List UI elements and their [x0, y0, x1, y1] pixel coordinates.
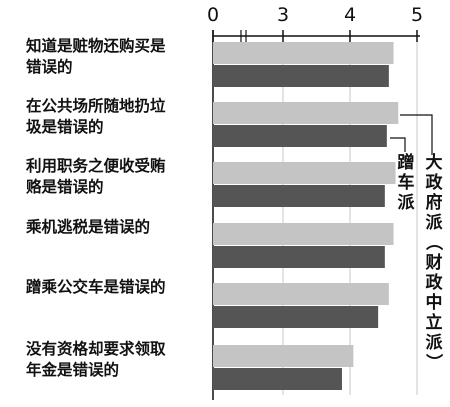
legend-label-free-rider: 蹭	[398, 152, 415, 173]
bar-big-government	[213, 102, 399, 124]
bar-big-government	[213, 223, 394, 245]
legend-label-big-government: 派	[426, 213, 444, 233]
bar-free-rider	[213, 306, 379, 328]
bar-big-government	[213, 42, 394, 64]
legend-label-free-rider: 车	[398, 172, 415, 193]
x-tick-label: 3	[277, 4, 289, 26]
category-label: 在公共场所随地扔垃	[26, 96, 166, 115]
legend-label-big-government: ）	[423, 354, 444, 371]
legend-label-big-government: 中	[426, 292, 443, 313]
x-tick-label: 4	[344, 4, 356, 26]
category-label: 赂是错误的	[26, 177, 104, 196]
category-label: 没有资格却要求领取	[26, 339, 166, 358]
legend-label-big-government: 政	[426, 172, 444, 193]
legend-connector-big-government	[400, 114, 433, 155]
legend-label-big-government: 财	[425, 252, 443, 273]
bar-free-rider	[213, 368, 342, 390]
bar-free-rider	[213, 185, 385, 207]
category-label: 圾是错误的	[26, 117, 104, 136]
bar-free-rider	[213, 65, 389, 87]
category-label: 利用职务之便收受贿	[26, 156, 166, 175]
legend-label-big-government: 立	[426, 312, 443, 333]
x-tick-label: 0	[207, 4, 219, 26]
category-label: 知道是赃物还购买是	[26, 36, 166, 55]
category-labels: 知道是赃物还购买是错误的在公共场所随地扔垃圾是错误的利用职务之便收受贿赂是错误的…	[25, 36, 166, 379]
category-label: 错误的	[26, 57, 73, 76]
legend-label-big-government: 大	[426, 152, 443, 173]
legend-label-big-government: 政	[426, 272, 444, 293]
bar-big-government	[213, 162, 396, 184]
legend-label-big-government: 派	[426, 333, 444, 353]
category-label: 年金是错误的	[26, 360, 119, 379]
bar-big-government	[213, 283, 389, 305]
x-tick-label: 5	[411, 4, 423, 26]
category-label: 蹭乘公交车是错误的	[26, 277, 166, 296]
axis: 0 3 4 5	[207, 4, 423, 400]
bar-free-rider	[213, 246, 385, 268]
legend-label-big-government: 府	[426, 192, 443, 213]
bar-free-rider	[213, 125, 387, 147]
legend-label-big-government: （	[423, 234, 444, 251]
legend-connector-free-rider	[390, 137, 406, 152]
category-label: 乘机逃税是错误的	[25, 217, 150, 236]
legend-label-free-rider: 派	[398, 193, 416, 213]
bar-big-government	[213, 345, 354, 367]
bars	[213, 42, 399, 390]
